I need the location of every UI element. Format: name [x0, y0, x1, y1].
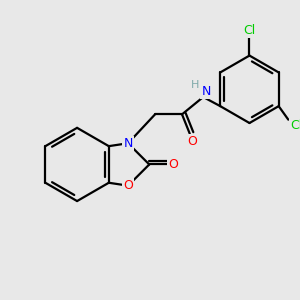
Text: O: O [188, 135, 198, 148]
Text: N: N [201, 85, 211, 98]
Text: H: H [191, 80, 200, 90]
Text: N: N [123, 137, 133, 150]
Text: Cl: Cl [290, 119, 300, 132]
Text: O: O [168, 158, 178, 171]
Text: O: O [123, 179, 133, 192]
Text: Cl: Cl [243, 24, 256, 37]
